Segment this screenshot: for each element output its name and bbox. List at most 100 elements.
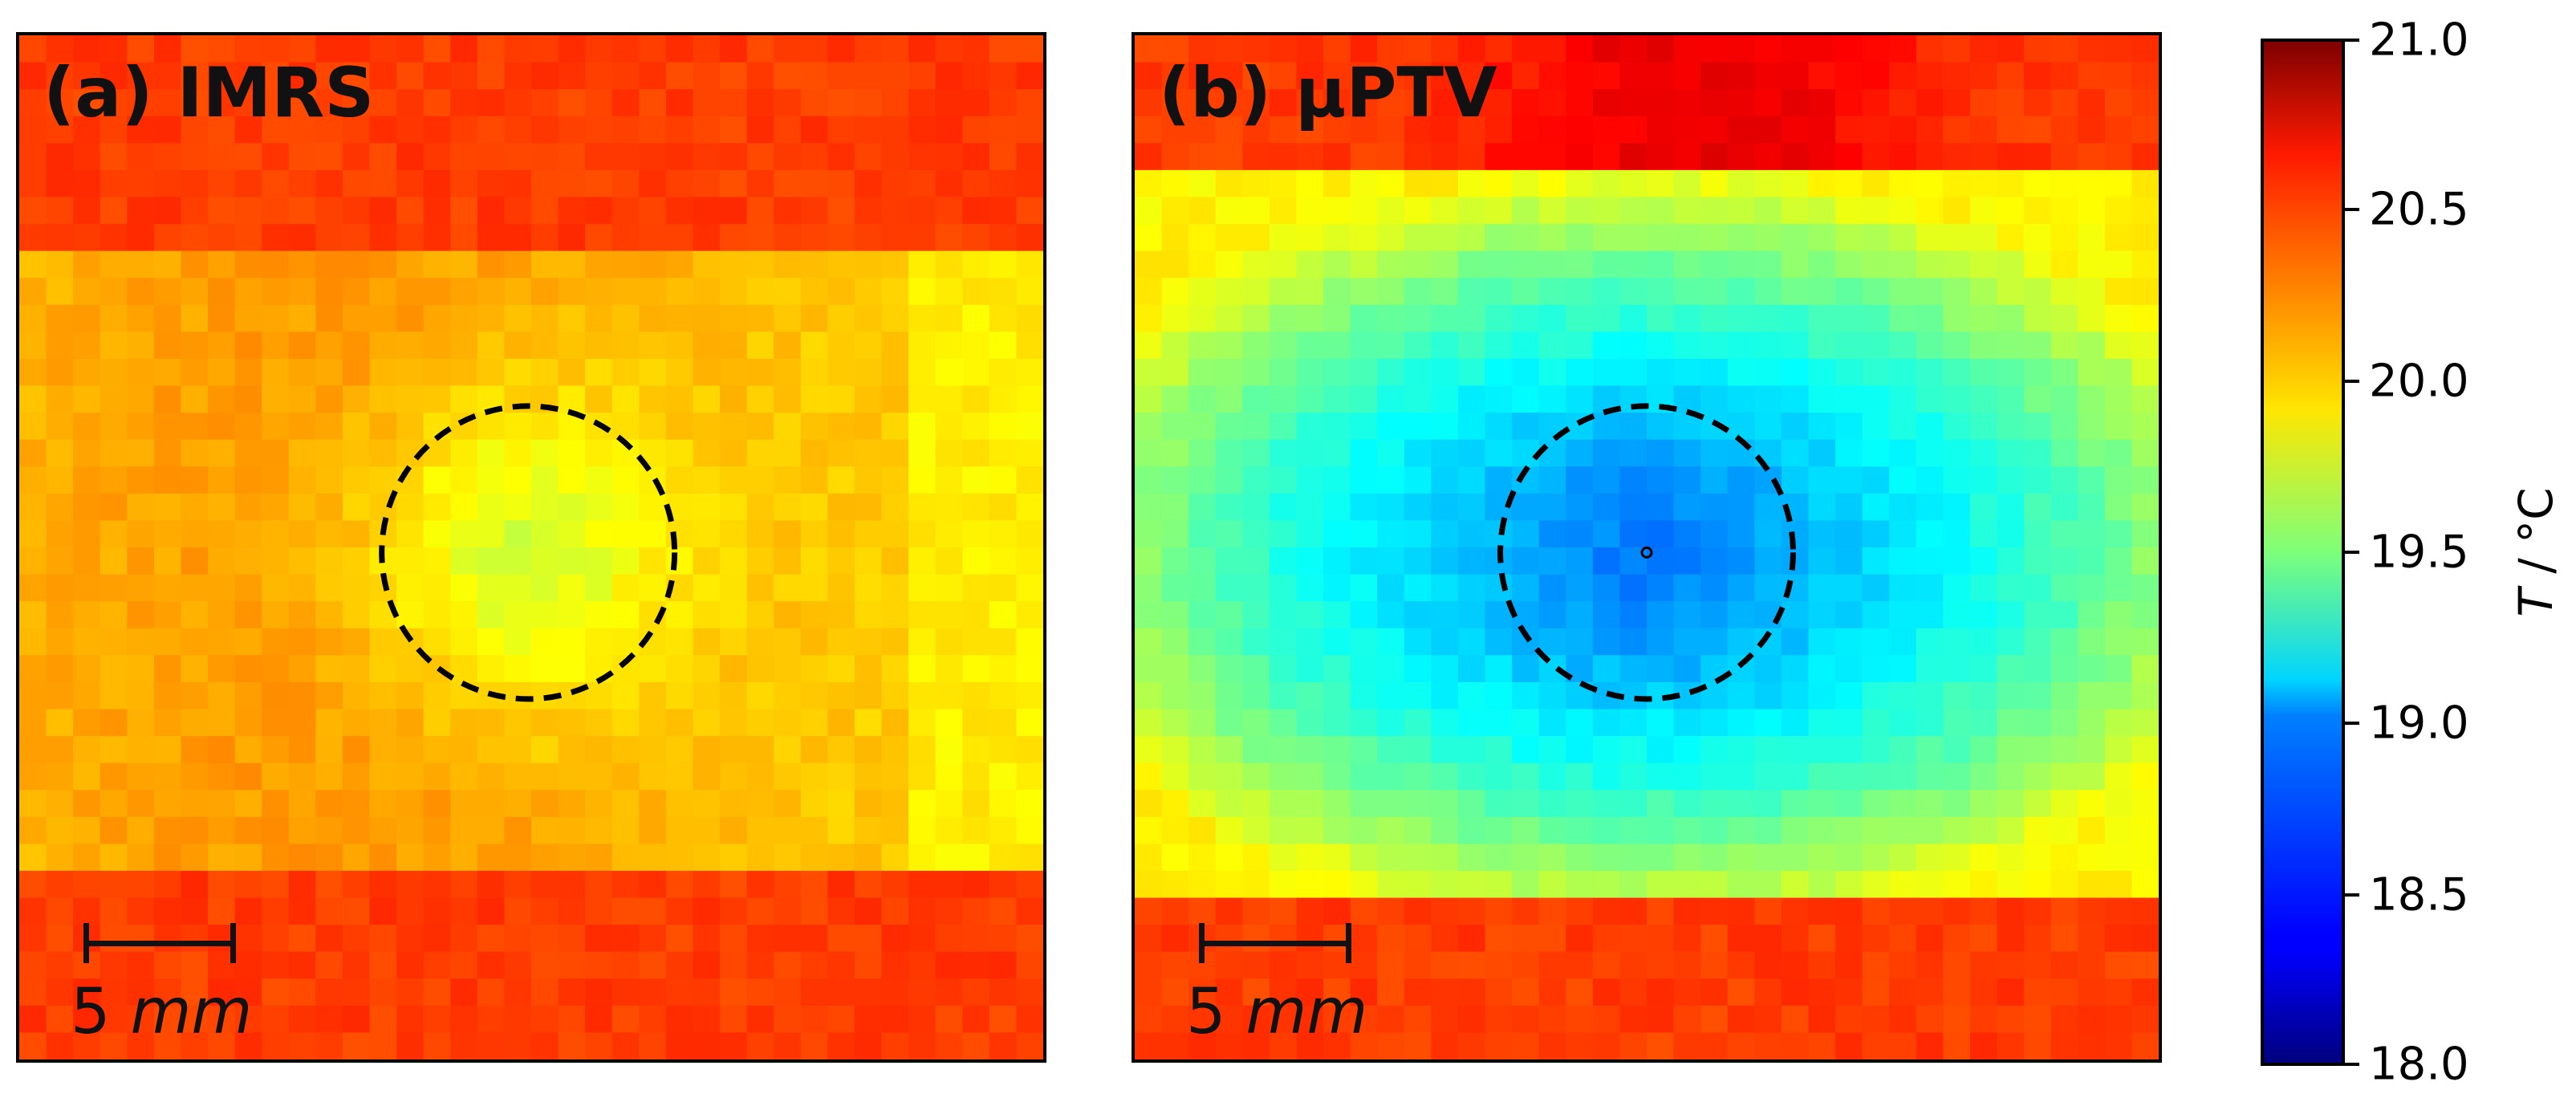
heatmap-cell — [1188, 978, 1217, 1007]
heatmap-cell — [1808, 844, 1836, 872]
heatmap-cell — [477, 62, 506, 90]
heatmap-cell — [1242, 574, 1270, 602]
heatmap-cell — [342, 628, 371, 656]
heatmap-cell — [1377, 116, 1405, 144]
heatmap-cell — [1188, 143, 1217, 171]
heatmap-cell — [477, 762, 506, 791]
heatmap-cell — [962, 844, 990, 872]
heatmap-cell — [854, 681, 883, 710]
heatmap-cell — [1135, 574, 1163, 602]
heatmap-cell — [720, 816, 748, 844]
heatmap-cell — [665, 413, 694, 441]
heatmap-cell — [1566, 870, 1594, 899]
heatmap-cell — [962, 143, 990, 171]
heatmap-cell — [1862, 628, 1890, 656]
heatmap-cell — [1754, 951, 1782, 979]
heatmap-cell — [315, 681, 343, 710]
heatmap-cell — [639, 493, 667, 522]
heatmap-cell — [73, 601, 101, 629]
heatmap-cell — [1215, 1032, 1243, 1059]
heatmap-cell — [1997, 197, 2025, 225]
heatmap-cell — [1592, 1032, 1621, 1059]
heatmap-cell — [1808, 413, 1836, 441]
heatmap-cell — [234, 655, 262, 683]
heatmap-cell — [2050, 925, 2078, 953]
heatmap-cell — [720, 1005, 748, 1034]
heatmap-cell — [1377, 304, 1405, 332]
heatmap-cell — [1889, 1005, 1917, 1034]
heatmap-cell — [1538, 358, 1566, 387]
heatmap-cell — [2050, 439, 2078, 467]
heatmap-cell — [153, 951, 182, 979]
heatmap-cell — [1269, 816, 1298, 844]
heatmap-cell — [2050, 736, 2078, 764]
heatmap-cell — [585, 547, 613, 575]
heatmap-cell — [1538, 35, 1566, 63]
heatmap-cell — [1161, 304, 1189, 332]
heatmap-cell — [1943, 358, 1971, 387]
heatmap-cell — [1781, 413, 1810, 441]
heatmap-cell — [1350, 89, 1378, 117]
heatmap-cell — [181, 331, 209, 360]
heatmap-cell — [720, 35, 748, 63]
heatmap-cell — [1889, 816, 1917, 844]
heatmap-cell — [288, 304, 316, 332]
heatmap-cell — [774, 116, 802, 144]
heatmap-cell — [1943, 331, 1971, 360]
heatmap-cell — [827, 816, 855, 844]
heatmap-cell — [1161, 35, 1189, 63]
heatmap-cell — [1404, 224, 1432, 252]
heatmap-cell — [693, 870, 721, 899]
heatmap-cell — [1943, 413, 1971, 441]
heatmap-cell — [1431, 385, 1459, 413]
heatmap-cell — [19, 520, 47, 548]
heatmap-cell — [288, 224, 316, 252]
heatmap-cell — [1538, 304, 1566, 332]
heatmap-cell — [1647, 304, 1675, 332]
heatmap-cell — [1700, 304, 1729, 332]
heatmap-cell — [1781, 116, 1810, 144]
heatmap-cell — [100, 655, 128, 683]
heatmap-cell — [153, 35, 182, 63]
heatmap-cell — [2131, 358, 2159, 387]
heatmap-cell — [2131, 762, 2159, 791]
heatmap-cell — [369, 951, 397, 979]
heatmap-cell — [2104, 601, 2133, 629]
heatmap-cell — [1161, 925, 1189, 953]
scale-bar-value: 5 — [71, 976, 111, 1048]
colorbar-tick-label: 20.5 — [2369, 183, 2469, 236]
heatmap-cell — [504, 493, 532, 522]
heatmap-cell — [1969, 169, 1998, 198]
heatmap-cell — [1647, 520, 1675, 548]
heatmap-cell — [1916, 925, 1944, 953]
heatmap-cell — [1538, 978, 1566, 1007]
heatmap-cell — [1457, 143, 1486, 171]
heatmap-cell — [1431, 331, 1459, 360]
heatmap-cell — [1997, 304, 2025, 332]
heatmap-cell — [639, 250, 667, 279]
heatmap-cell — [2131, 897, 2159, 925]
heatmap-cell — [1619, 681, 1648, 710]
heatmap-cell — [396, 493, 425, 522]
heatmap-cell — [477, 601, 506, 629]
heatmap-cell — [746, 574, 774, 602]
heatmap-cell — [1296, 1005, 1324, 1034]
heatmap-cell — [100, 897, 128, 925]
heatmap-cell — [423, 169, 451, 198]
heatmap-cell — [1781, 897, 1810, 925]
heatmap-cell — [504, 250, 532, 279]
heatmap-cell — [100, 628, 128, 656]
heatmap-cell — [208, 493, 236, 522]
heatmap-cell — [1242, 790, 1270, 818]
heatmap-cell — [1296, 358, 1324, 387]
heatmap-cell — [746, 655, 774, 683]
heatmap-cell — [989, 278, 1018, 306]
heatmap-cell — [181, 655, 209, 683]
heatmap-cell — [1647, 278, 1675, 306]
heatmap-cell — [908, 413, 937, 441]
heatmap-cell — [1835, 628, 1863, 656]
heatmap-cell — [746, 628, 774, 656]
heatmap-cell — [153, 116, 182, 144]
heatmap-cell — [720, 62, 748, 90]
heatmap-cell — [262, 62, 290, 90]
